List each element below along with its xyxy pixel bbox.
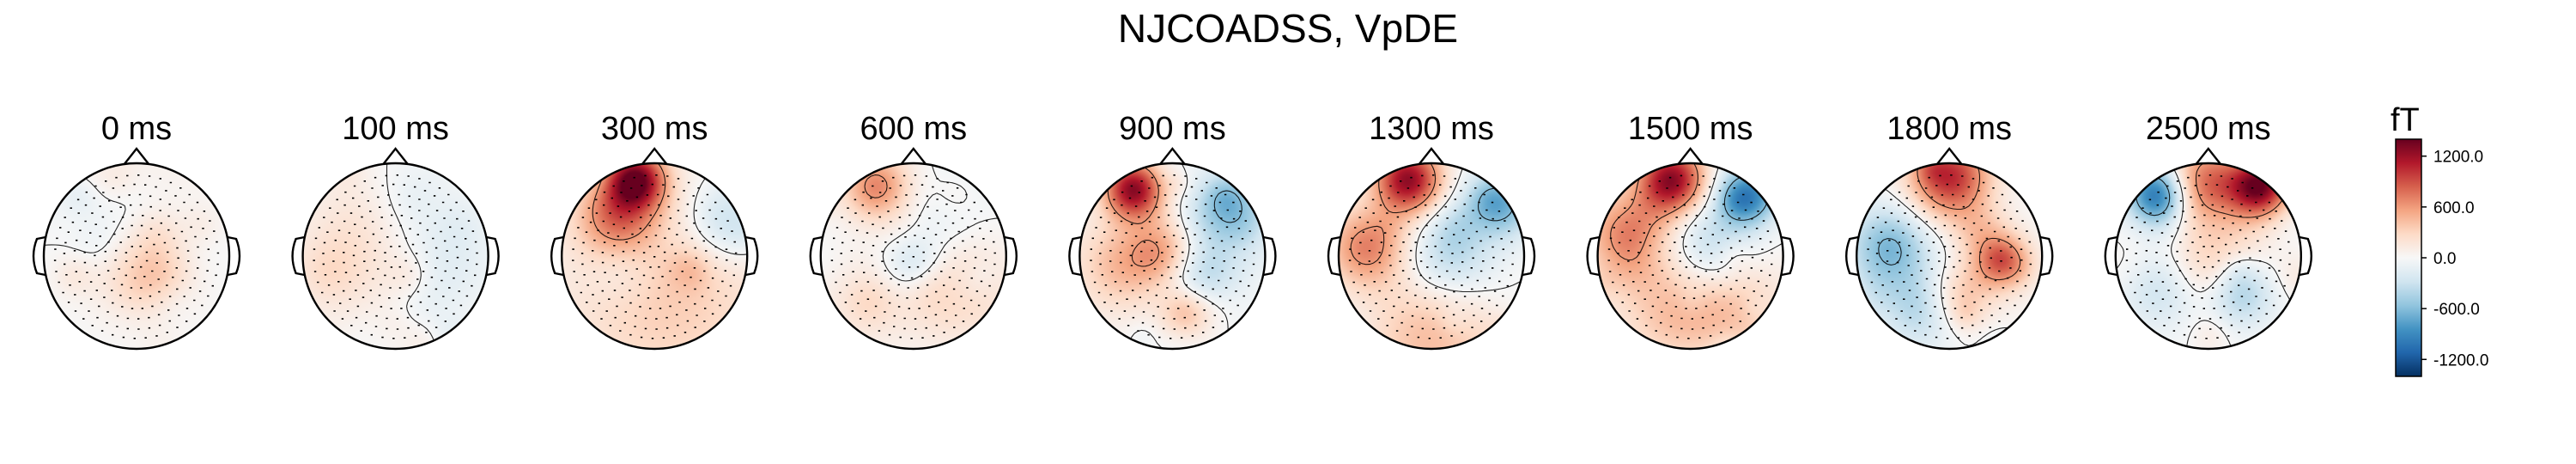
panel-time-label: 900 ms	[1119, 111, 1226, 147]
head-outline	[1337, 162, 1526, 351]
sensor-markers	[830, 174, 996, 339]
topomap-panel: 1500 ms	[1586, 111, 1795, 351]
head-outline	[42, 162, 231, 351]
head-ear-left	[1327, 235, 1341, 277]
colorbar-unit: fT	[2391, 102, 2420, 138]
colorbar-tick-label: -1200.0	[2433, 351, 2488, 369]
head-nose	[1418, 147, 1445, 166]
head-nose	[1935, 147, 1964, 166]
head-nose	[123, 147, 150, 166]
head-nose	[899, 147, 927, 166]
head-nose	[2194, 147, 2222, 166]
head-outline	[1596, 162, 1784, 351]
head-ear-right	[2299, 235, 2312, 277]
head-outline	[561, 162, 749, 351]
head-nose	[641, 147, 669, 166]
head-ear-left	[1845, 235, 1859, 277]
head-ear-right	[1781, 235, 1795, 277]
head-ear-left	[1586, 235, 1600, 277]
sensor-markers	[1090, 174, 1255, 339]
head-ear-left	[291, 235, 305, 277]
topomap-panel: 900 ms	[1068, 111, 1277, 351]
head-ear-left	[2104, 235, 2118, 277]
colorbar-gradient	[2395, 138, 2422, 377]
figure-title: NJCOADSS, VpDE	[1117, 6, 1459, 51]
topomap-panel: 100 ms	[291, 111, 500, 351]
sensor-markers	[313, 174, 478, 339]
sensor-markers	[2125, 174, 2291, 339]
head-outline	[819, 162, 1008, 351]
head-outline	[1855, 162, 2044, 351]
topomap-panels: 0 ms 100 ms 300 ms 600 ms 900 ms 1300 ms 1500 …	[32, 111, 2312, 351]
colorbar-tick-label: 1200.0	[2433, 149, 2483, 167]
sensor-markers	[1348, 174, 1515, 339]
head-nose	[381, 147, 410, 166]
head-nose	[1676, 147, 1704, 166]
topomap-panel: 2500 ms	[2104, 111, 2312, 351]
panel-time-label: 1300 ms	[1369, 111, 1494, 147]
panel-time-label: 100 ms	[342, 111, 449, 147]
head-ear-right	[227, 235, 241, 277]
head-outline	[301, 162, 489, 351]
head-ear-right	[1263, 235, 1277, 277]
colorbar: fT 1200.0 600.0 0.0 -600.0 -1200.0	[2391, 102, 2488, 377]
sensor-markers	[572, 174, 738, 339]
head-ear-right	[2039, 235, 2054, 277]
head-ear-right	[744, 235, 759, 277]
sensor-markers	[1607, 174, 1773, 339]
panel-time-label: 300 ms	[601, 111, 708, 147]
colorbar-tick-label: 0.0	[2433, 250, 2456, 268]
topomap-panel: 1300 ms	[1327, 111, 1536, 351]
head-outline	[1078, 162, 1267, 351]
colorbar-tick-label: 600.0	[2433, 199, 2475, 217]
head-ear-left	[550, 235, 564, 277]
head-ear-right	[486, 235, 500, 277]
topomap-panel: 600 ms	[809, 111, 1018, 351]
panel-time-label: 2500 ms	[2146, 111, 2271, 147]
panel-time-label: 600 ms	[860, 111, 967, 147]
panel-time-label: 1500 ms	[1628, 111, 1753, 147]
head-ear-left	[809, 235, 823, 277]
topomap-panel: 1800 ms	[1845, 111, 2054, 351]
sensor-markers	[1867, 174, 2032, 339]
topomap-panel: 300 ms	[550, 111, 759, 351]
panel-time-label: 0 ms	[101, 111, 172, 147]
panel-time-label: 1800 ms	[1886, 111, 2012, 147]
head-ear-left	[32, 235, 46, 277]
head-ear-right	[1004, 235, 1018, 277]
topomap-panel: 0 ms	[32, 111, 241, 351]
sensor-markers	[53, 174, 220, 339]
head-outline	[2114, 162, 2303, 351]
head-ear-right	[1522, 235, 1536, 277]
head-nose	[1158, 147, 1187, 166]
colorbar-tick-label: -600.0	[2433, 301, 2480, 319]
head-ear-left	[1068, 235, 1082, 277]
